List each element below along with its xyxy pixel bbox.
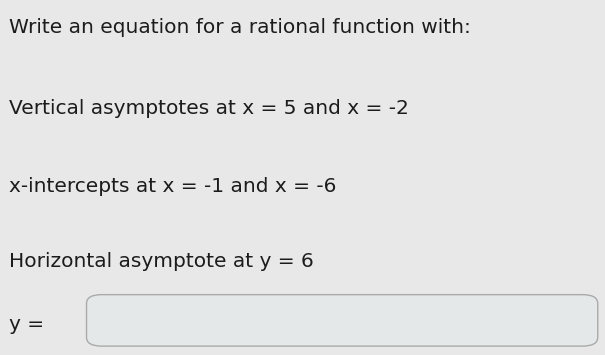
Text: Horizontal asymptote at y = 6: Horizontal asymptote at y = 6 [9,252,314,271]
Text: Write an equation for a rational function with:: Write an equation for a rational functio… [9,18,471,37]
FancyBboxPatch shape [87,295,598,346]
Text: y =: y = [9,315,44,334]
Text: Vertical asymptotes at x = 5 and x = -2: Vertical asymptotes at x = 5 and x = -2 [9,99,409,119]
Text: x-intercepts at x = -1 and x = -6: x-intercepts at x = -1 and x = -6 [9,178,336,197]
